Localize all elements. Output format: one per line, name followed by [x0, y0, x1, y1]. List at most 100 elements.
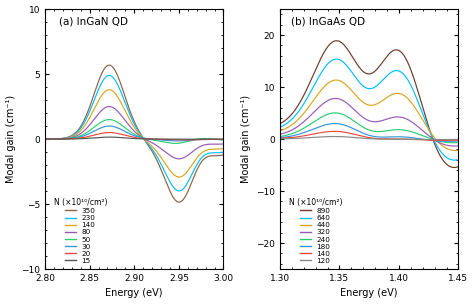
890: [433, 145, 438, 148]
140: [332, 130, 337, 133]
30: [217, 138, 223, 141]
140: [42, 137, 48, 141]
50: [42, 137, 48, 141]
350: [42, 137, 48, 141]
240: [353, 121, 359, 124]
Legend: 890, 640, 440, 320, 240, 180, 140, 120: 890, 640, 440, 320, 240, 180, 140, 120: [287, 196, 344, 265]
320: [277, 133, 283, 136]
240: [332, 111, 338, 115]
640: [346, 66, 351, 70]
320: [452, 144, 458, 148]
140: [221, 147, 227, 150]
180: [308, 128, 314, 132]
230: [42, 137, 48, 141]
30: [221, 138, 227, 141]
30: [110, 125, 116, 128]
15: [107, 135, 112, 139]
230: [73, 132, 79, 135]
140: [308, 133, 314, 136]
140: [353, 133, 359, 136]
350: [73, 130, 79, 134]
140: [456, 138, 461, 142]
120: [308, 136, 314, 140]
440: [353, 94, 359, 98]
640: [353, 77, 359, 80]
Legend: 350, 230, 140, 80, 50, 30, 20, 15: 350, 230, 140, 80, 50, 30, 20, 15: [52, 196, 109, 265]
640: [456, 158, 461, 161]
320: [333, 97, 338, 100]
180: [456, 139, 461, 143]
Line: 120: 120: [280, 136, 458, 140]
350: [118, 83, 124, 87]
50: [217, 138, 223, 142]
640: [334, 57, 339, 61]
X-axis label: Energy (eV): Energy (eV): [340, 288, 398, 299]
440: [333, 78, 339, 82]
Line: 320: 320: [280, 98, 458, 146]
50: [221, 138, 227, 142]
140: [63, 136, 68, 140]
15: [73, 137, 79, 141]
240: [346, 116, 351, 119]
30: [63, 137, 68, 141]
440: [456, 149, 461, 152]
180: [452, 139, 458, 143]
Line: 20: 20: [45, 133, 224, 140]
80: [106, 105, 112, 109]
15: [42, 137, 48, 141]
240: [277, 135, 283, 138]
890: [456, 165, 461, 168]
230: [221, 150, 227, 154]
50: [106, 118, 112, 121]
20: [198, 138, 204, 141]
120: [452, 138, 458, 141]
15: [198, 137, 204, 141]
Line: 230: 230: [45, 75, 224, 191]
Line: 30: 30: [45, 126, 224, 141]
80: [63, 137, 68, 140]
20: [217, 137, 223, 141]
Line: 80: 80: [45, 107, 224, 159]
80: [198, 144, 204, 148]
240: [297, 128, 303, 132]
80: [217, 142, 223, 146]
440: [297, 116, 303, 119]
140: [118, 101, 124, 105]
180: [353, 128, 359, 132]
180: [297, 132, 303, 136]
20: [181, 138, 187, 142]
120: [438, 138, 444, 141]
440: [277, 129, 283, 133]
30: [198, 138, 204, 141]
350: [176, 200, 182, 204]
120: [331, 135, 337, 138]
890: [451, 166, 457, 169]
X-axis label: Energy (eV): Energy (eV): [106, 288, 163, 299]
890: [353, 61, 359, 65]
20: [118, 133, 124, 136]
230: [217, 151, 223, 154]
Y-axis label: Modal gain (cm⁻¹): Modal gain (cm⁻¹): [240, 95, 250, 183]
50: [73, 136, 79, 139]
230: [63, 136, 68, 140]
180: [277, 136, 283, 140]
Line: 15: 15: [45, 137, 224, 139]
640: [297, 107, 303, 111]
440: [453, 149, 458, 152]
890: [308, 78, 314, 82]
640: [452, 158, 457, 162]
Y-axis label: Modal gain (cm⁻¹): Modal gain (cm⁻¹): [6, 95, 16, 183]
120: [277, 137, 283, 141]
140: [73, 133, 79, 136]
320: [353, 110, 359, 113]
Line: 640: 640: [280, 59, 458, 160]
Line: 350: 350: [45, 65, 224, 202]
240: [451, 141, 457, 144]
890: [334, 39, 339, 43]
440: [308, 102, 314, 106]
350: [221, 153, 227, 157]
320: [452, 144, 457, 148]
Line: 440: 440: [280, 80, 458, 150]
140: [217, 147, 223, 151]
Line: 140: 140: [280, 131, 458, 140]
